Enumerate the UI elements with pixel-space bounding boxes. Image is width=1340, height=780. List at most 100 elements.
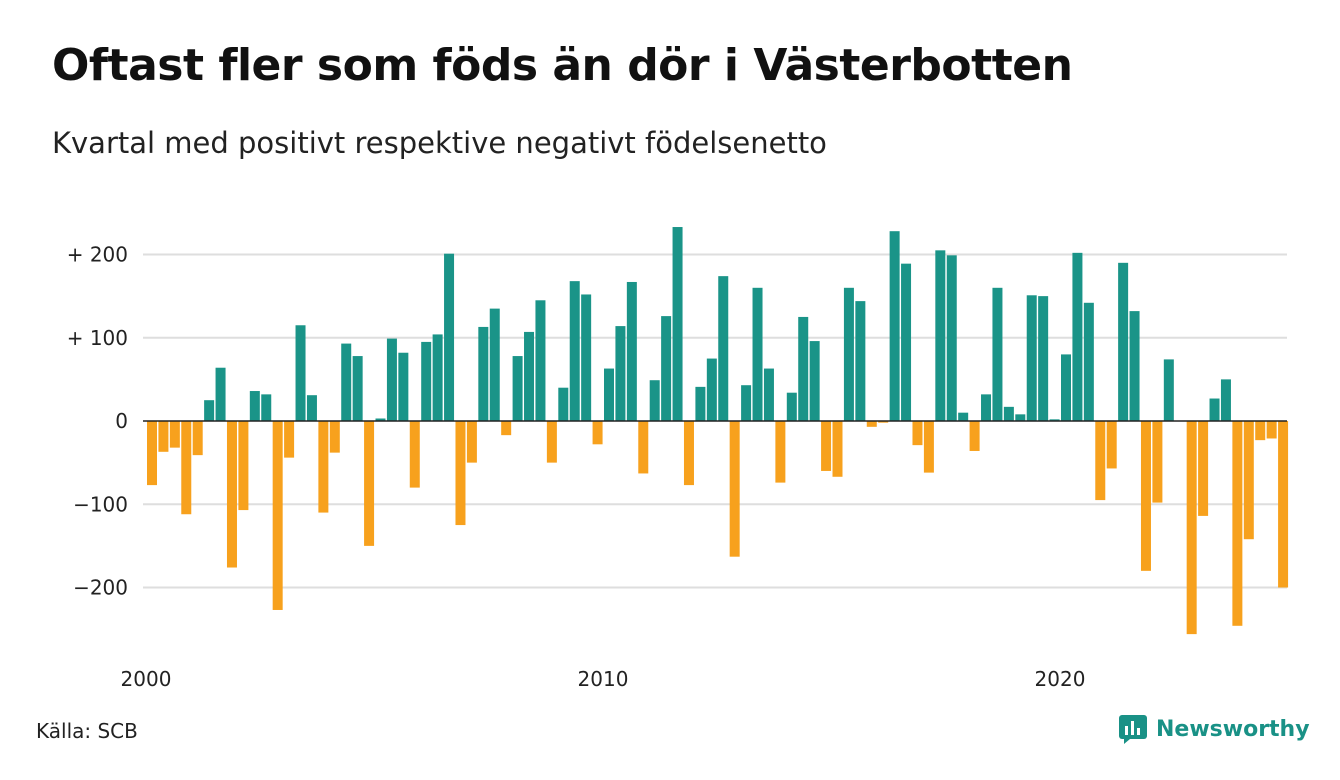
chart-subtitle: Kvartal med positivt respektive negativt… (52, 126, 827, 160)
bar (181, 421, 192, 515)
bar (1003, 406, 1014, 421)
bar (786, 392, 797, 421)
bar (706, 358, 717, 421)
bar (695, 386, 706, 421)
bar (1083, 302, 1094, 421)
bar (318, 421, 329, 513)
bar (1118, 262, 1129, 421)
bar (501, 421, 512, 436)
bar (306, 395, 317, 421)
bar (1026, 295, 1037, 421)
bar (1095, 421, 1106, 501)
bar (581, 294, 592, 421)
bar (535, 300, 546, 421)
bar (752, 287, 763, 421)
brand-logo[interactable]: Newsworthy (1118, 714, 1310, 744)
bar (1255, 421, 1266, 441)
bar (489, 308, 500, 421)
bar (969, 421, 980, 451)
bar (1232, 421, 1243, 626)
bar (226, 421, 237, 568)
x-tick-label: 2020 (1035, 667, 1086, 691)
bar (341, 343, 352, 421)
x-axis-labels: 2000 2010 2020 (121, 667, 1086, 691)
bar (866, 421, 877, 427)
bar (1015, 414, 1026, 421)
bar (878, 421, 889, 423)
bar-chart: + 200 + 100 0 −100 −200 2000 2010 2020 (67, 227, 1289, 691)
bar (272, 421, 283, 610)
y-axis-labels: + 200 + 100 0 −100 −200 (67, 243, 128, 600)
bar (444, 253, 455, 421)
bar (512, 356, 523, 421)
chart-title: Oftast fler som föds än dör i Västerbott… (52, 40, 1073, 91)
bar (889, 231, 900, 421)
bar (1278, 421, 1289, 588)
bar (261, 394, 272, 421)
newsworthy-logo-icon (1119, 715, 1147, 744)
bar (204, 400, 215, 421)
bar (1220, 379, 1231, 421)
bar (421, 341, 432, 421)
bar (569, 281, 580, 421)
bar (375, 418, 386, 421)
bar (626, 281, 637, 421)
bar (729, 421, 740, 557)
bar (1140, 421, 1151, 571)
bar (192, 421, 203, 456)
bar (672, 227, 683, 421)
gridlines (143, 253, 1287, 589)
bar (1198, 421, 1209, 516)
bar (147, 421, 157, 486)
bar (455, 421, 466, 526)
bar (558, 387, 569, 421)
bar (604, 368, 614, 421)
bar (409, 421, 420, 488)
bar (1186, 421, 1197, 635)
y-tick-label: + 100 (67, 326, 128, 350)
bar (821, 421, 832, 471)
bar (1038, 296, 1049, 421)
y-tick-label: −100 (73, 492, 128, 516)
bar (329, 421, 340, 453)
bar (284, 421, 295, 458)
bar (215, 367, 226, 421)
bar (1209, 398, 1220, 421)
bar (763, 368, 774, 421)
bar (1163, 359, 1174, 421)
bar (992, 287, 1003, 421)
bar (615, 326, 626, 421)
bar (741, 385, 752, 421)
bar (843, 287, 854, 421)
bar (158, 421, 169, 452)
bar (935, 250, 946, 421)
bar (638, 421, 649, 474)
bar (238, 421, 249, 511)
bar (649, 380, 660, 421)
bar (832, 421, 843, 477)
bar (912, 421, 923, 446)
bar (798, 316, 809, 421)
bar (295, 325, 306, 421)
bar (1072, 252, 1083, 421)
bar (946, 255, 957, 421)
bar (981, 394, 992, 421)
bar (524, 331, 535, 421)
bar (169, 421, 180, 448)
bar (923, 421, 934, 473)
bar (809, 341, 820, 421)
bar (855, 301, 866, 421)
x-tick-label: 2000 (121, 667, 172, 691)
brand-name: Newsworthy (1156, 716, 1310, 742)
bar (1243, 421, 1254, 540)
bar (1152, 421, 1163, 503)
y-tick-label: −200 (73, 576, 128, 600)
x-tick-label: 2010 (578, 667, 629, 691)
bars (147, 227, 1289, 635)
bar (432, 334, 443, 421)
y-tick-label: 0 (115, 409, 128, 433)
bar (1049, 419, 1060, 421)
bar (249, 391, 260, 421)
bar (398, 352, 409, 421)
bar (592, 421, 603, 445)
